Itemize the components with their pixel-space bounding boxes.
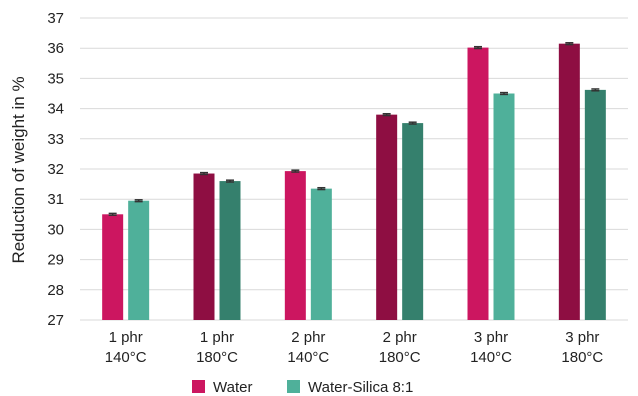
x-tick-label: 1 phr: [200, 329, 234, 346]
y-tick-label: 34: [47, 101, 64, 118]
bar-water-3: [376, 114, 398, 320]
y-tick-label: 28: [47, 282, 64, 299]
x-tick-label: 180°C: [196, 349, 238, 366]
y-tick-label: 36: [47, 40, 64, 57]
y-axis-title: Reduction of weight in %: [9, 76, 28, 263]
y-tick-label: 29: [47, 252, 64, 269]
y-tick-label: 31: [47, 191, 64, 208]
bar-water-4: [467, 47, 489, 320]
y-tick-label: 27: [47, 312, 64, 329]
gridlines: [80, 17, 628, 321]
x-tick-label: 140°C: [287, 349, 329, 366]
legend: Water Water-Silica 8:1: [192, 379, 413, 396]
bar-water-silica-1: [219, 181, 241, 320]
y-axis-ticks: 27 28 29 30 31 32 33 34 35 36 37: [47, 10, 64, 329]
x-tick-label: 1 phr: [109, 329, 143, 346]
legend-swatch: [192, 380, 205, 393]
x-tick-label: 180°C: [379, 349, 421, 366]
x-tick-label: 140°C: [105, 349, 147, 366]
y-tick-label: 32: [47, 161, 64, 178]
bar-water-2: [284, 171, 306, 320]
legend-swatch: [287, 380, 300, 393]
x-tick-label: 180°C: [561, 349, 603, 366]
bar-water-0: [102, 214, 124, 320]
y-tick-label: 30: [47, 221, 64, 238]
legend-label: Water: [213, 379, 252, 396]
bar-water-silica-0: [128, 200, 150, 320]
bar-water-5: [558, 43, 580, 321]
legend-label: Water-Silica 8:1: [308, 379, 413, 396]
bar-water-silica-3: [402, 123, 424, 320]
bar-water-silica-2: [310, 188, 332, 320]
y-tick-label: 37: [47, 10, 64, 27]
bar-water-silica-5: [584, 89, 606, 320]
bar-water-1: [193, 173, 215, 320]
bars: [102, 42, 606, 321]
bar-water-silica-4: [493, 93, 515, 320]
x-tick-label: 140°C: [470, 349, 512, 366]
x-axis-labels: 1 phr 140°C 1 phr 180°C 2 phr 140°C 2 phr 180°C…: [105, 329, 604, 366]
x-tick-label: 2 phr: [291, 329, 325, 346]
y-tick-label: 33: [47, 131, 64, 148]
y-tick-label: 35: [47, 70, 64, 87]
x-tick-label: 3 phr: [565, 329, 599, 346]
x-tick-label: 3 phr: [474, 329, 508, 346]
x-tick-label: 2 phr: [383, 329, 417, 346]
